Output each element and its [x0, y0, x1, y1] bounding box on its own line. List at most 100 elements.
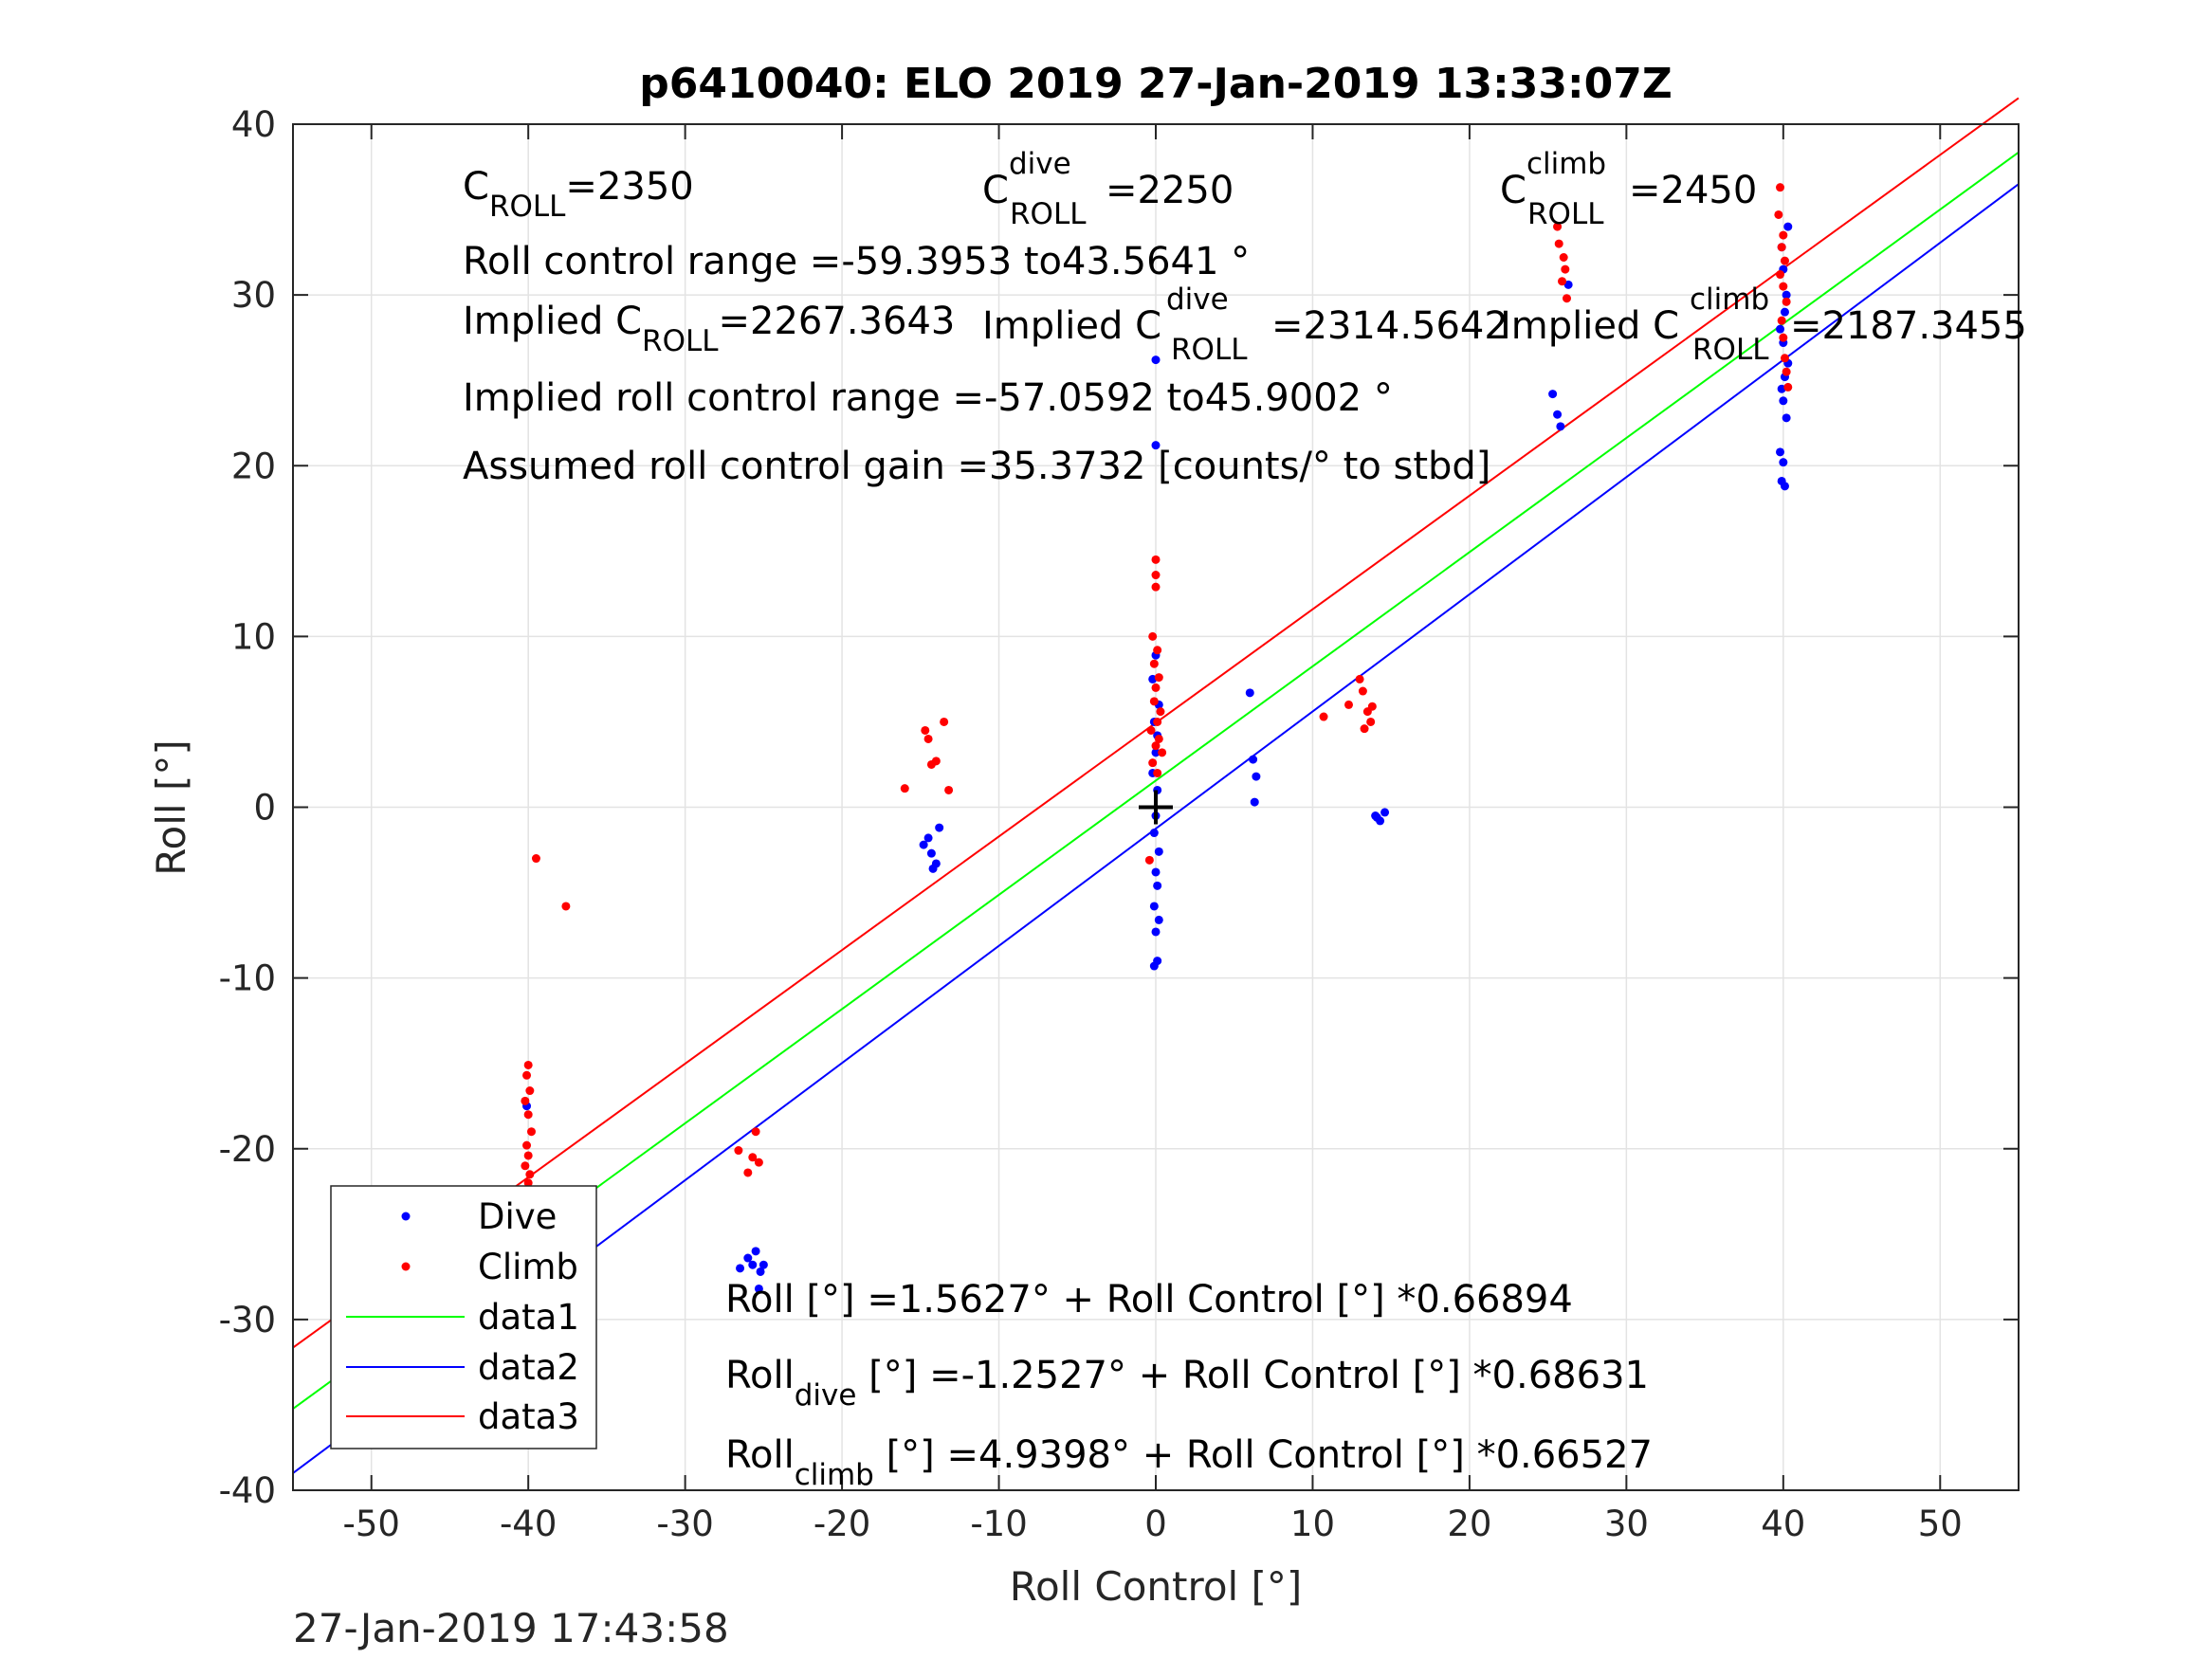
point-dive: [1154, 915, 1163, 924]
point-dive: [1151, 441, 1161, 450]
point-climb: [1780, 256, 1789, 265]
point-dive: [1779, 396, 1788, 406]
point-climb: [522, 1140, 532, 1150]
point-climb: [1358, 686, 1367, 696]
legend: Dive Climb data1 data2 data3: [330, 1185, 597, 1449]
point-climb: [1153, 646, 1162, 655]
point-climb: [751, 1127, 760, 1137]
implied-c-roll-dive-annotation: Implied Cdive ROLL=2314.5642: [982, 283, 1508, 367]
point-climb: [1156, 707, 1165, 717]
point-climb: [521, 1096, 530, 1105]
point-dive: [926, 848, 936, 858]
c-roll-annotation: CROLL=2350: [463, 165, 694, 224]
point-climb: [944, 785, 954, 794]
x-tick-label: 0: [1144, 1504, 1167, 1544]
fit-climb-annotation: Rollclimb [°] =4.9398° + Roll Control [°…: [725, 1433, 1653, 1492]
point-climb: [1154, 734, 1163, 743]
point-dive: [756, 1267, 765, 1276]
point-dive: [736, 1264, 745, 1273]
chart-title: p6410040: ELO 2019 27-Jan-2019 13:33:07Z: [639, 60, 1672, 108]
point-climb: [1149, 697, 1159, 706]
point-dive: [1380, 808, 1390, 817]
y-tick-labels: -40 -30 -20 -10 0 10 20 30 40: [219, 104, 276, 1511]
c-roll-dive-annotation: Cdive ROLL=2250: [982, 147, 1234, 231]
point-dive: [1553, 410, 1563, 419]
point-climb: [743, 1168, 753, 1177]
point-climb: [1776, 270, 1785, 280]
point-climb: [1782, 297, 1791, 306]
x-tick-label: -40: [500, 1504, 557, 1544]
point-climb: [923, 734, 933, 743]
point-climb: [1553, 222, 1563, 231]
point-dive: [1782, 413, 1791, 423]
point-dive: [1149, 961, 1159, 971]
y-tick-label: -30: [219, 1300, 276, 1340]
point-climb: [526, 1127, 536, 1137]
x-tick-labels: -50 -40 -30 -20 -10 0 10 20 30 40 50: [343, 1504, 1963, 1544]
point-dive: [1782, 290, 1791, 300]
y-axis-label: Roll [°]: [148, 739, 194, 875]
point-climb: [1562, 294, 1571, 303]
point-climb: [1559, 252, 1568, 262]
y-tick-label: 10: [231, 616, 276, 657]
point-climb: [1151, 741, 1161, 751]
x-axis-label: Roll Control [°]: [1010, 1563, 1303, 1610]
point-climb: [1148, 758, 1158, 768]
point-climb: [921, 725, 930, 735]
point-climb: [1151, 571, 1161, 580]
legend-dive-label: Dive: [478, 1196, 557, 1237]
point-climb: [561, 902, 571, 911]
point-climb: [748, 1153, 758, 1162]
implied-range-annotation: Implied roll control range =-57.0592 to4…: [463, 376, 1393, 420]
point-climb: [1344, 700, 1354, 709]
point-dive: [1780, 482, 1789, 491]
point-climb: [1779, 230, 1788, 240]
legend-dive-marker: [401, 1212, 411, 1221]
point-climb: [1561, 264, 1570, 274]
point-climb: [1154, 673, 1163, 683]
y-tick-label: 20: [231, 446, 276, 486]
point-climb: [754, 1158, 763, 1167]
gain-annotation: Assumed roll control gain =35.3732 [coun…: [463, 445, 1490, 488]
point-climb: [531, 854, 540, 864]
point-climb: [525, 1086, 535, 1096]
x-tick-label: 20: [1447, 1504, 1491, 1544]
point-climb: [523, 1151, 533, 1160]
point-climb: [1151, 555, 1161, 564]
point-climb: [1151, 582, 1161, 592]
point-climb: [1558, 277, 1567, 286]
point-climb: [1779, 333, 1788, 342]
point-climb: [1779, 282, 1788, 291]
point-climb: [931, 757, 941, 766]
x-tick-label: -30: [656, 1504, 713, 1544]
y-tick-label: 30: [231, 275, 276, 316]
point-climb: [1158, 748, 1167, 757]
point-climb: [1153, 768, 1162, 777]
point-climb: [734, 1146, 743, 1156]
x-tick-label: 10: [1290, 1504, 1335, 1544]
x-tick-label: 30: [1604, 1504, 1649, 1544]
point-dive: [928, 864, 938, 873]
y-tick-label: -20: [219, 1129, 276, 1170]
point-dive: [1252, 772, 1261, 781]
y-tick-label: 40: [231, 104, 276, 145]
fit-all-annotation: Roll [°] =1.5627° + Roll Control [°] *0.…: [725, 1278, 1573, 1322]
c-roll-climb-annotation: Cclimb ROLL=2450: [1500, 147, 1757, 231]
y-tick-label: -40: [219, 1470, 276, 1511]
roll-range-annotation: Roll control range =-59.3953 to43.5641 °: [463, 240, 1250, 283]
x-tick-label: 40: [1761, 1504, 1805, 1544]
point-climb: [1782, 367, 1791, 376]
point-climb: [940, 717, 949, 726]
point-dive: [743, 1253, 753, 1263]
legend-data2-label: data2: [478, 1347, 579, 1388]
point-dive: [751, 1247, 760, 1256]
point-climb: [1151, 683, 1161, 692]
point-climb: [900, 784, 909, 793]
x-tick-label: -50: [343, 1504, 400, 1544]
point-dive: [923, 833, 933, 843]
point-climb: [1149, 659, 1159, 668]
point-dive: [1151, 927, 1161, 937]
timestamp: 27-Jan-2019 17:43:58: [293, 1605, 729, 1651]
implied-c-roll-climb-annotation: Implied Cclimb ROLL=2187.3455: [1500, 283, 2027, 367]
